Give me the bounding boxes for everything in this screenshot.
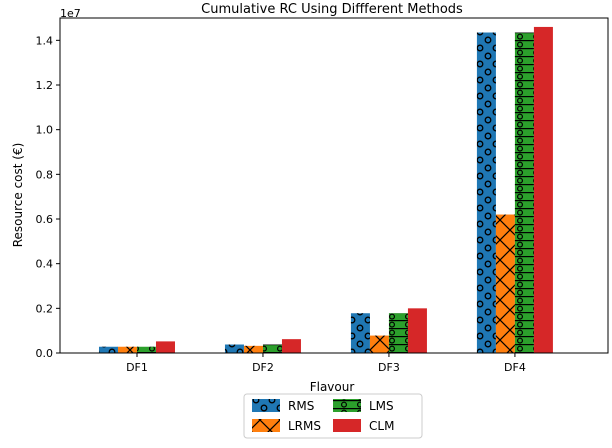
x-tick-label: DF4	[504, 361, 526, 374]
bar-hatch-lrms-df4	[495, 214, 515, 353]
bar-hatch-lms-df2	[262, 344, 282, 353]
legend-swatch-hatch-lrms	[252, 419, 280, 432]
y-tick-label: 0.6	[36, 213, 54, 226]
legend-label-lms: LMS	[369, 399, 394, 413]
chart-title: Cumulative RC Using Diffferent Methods	[201, 2, 463, 17]
y-tick-label: 0.8	[36, 168, 54, 181]
x-tick-label: DF2	[252, 361, 274, 374]
bar-clm-df1	[155, 341, 175, 353]
y-scale-label: 1e7	[60, 7, 81, 20]
legend-swatch-hatch-rms	[252, 399, 280, 412]
legend-label-lrms: LRMS	[288, 419, 321, 433]
y-tick-label: 0.2	[36, 302, 54, 315]
x-tick-label: DF1	[126, 361, 148, 374]
bar-hatch-lms-df4	[514, 32, 534, 354]
bar-hatch-lms-df1	[136, 346, 156, 353]
bar-clm-df3	[407, 308, 427, 353]
legend-swatch-clm	[333, 419, 361, 432]
bar-clm-df2	[281, 339, 301, 353]
legend-label-clm: CLM	[369, 419, 394, 433]
y-axis-label: Resource cost (€)	[11, 143, 25, 248]
x-axis-label: Flavour	[310, 380, 355, 394]
bar-hatch-lrms-df2	[243, 345, 263, 353]
bar-hatch-rms-df1	[98, 346, 118, 353]
legend-label-rms: RMS	[288, 399, 314, 413]
y-tick-label: 1.0	[36, 124, 54, 137]
y-tick-label: 0.0	[36, 347, 54, 360]
bar-hatch-rms-df2	[224, 344, 244, 353]
x-tick-label: DF3	[378, 361, 400, 374]
y-tick-label: 1.2	[36, 79, 54, 92]
bar-hatch-rms-df4	[476, 32, 496, 354]
legend-swatch-hatch-lms	[333, 399, 361, 412]
tick-group: 0.0 0.2 0.4 0.6 0.8 1.0 1.2 1.4 DF1 DF2 DF3 DF4	[36, 34, 526, 374]
bars-group	[98, 26, 553, 354]
y-tick-label: 0.4	[36, 258, 54, 271]
y-tick-label: 1.4	[36, 34, 54, 47]
legend-box	[243, 393, 423, 439]
bar-hatch-lrms-df1	[117, 346, 137, 353]
legend: RMS LMS LRMS CLM	[243, 393, 423, 439]
bar-clm-df4	[533, 26, 553, 354]
bar-hatch-lrms-df3	[369, 335, 389, 353]
bar-hatch-lms-df3	[388, 313, 408, 353]
bar-hatch-rms-df3	[350, 313, 370, 353]
plot-frame	[59, 17, 609, 354]
